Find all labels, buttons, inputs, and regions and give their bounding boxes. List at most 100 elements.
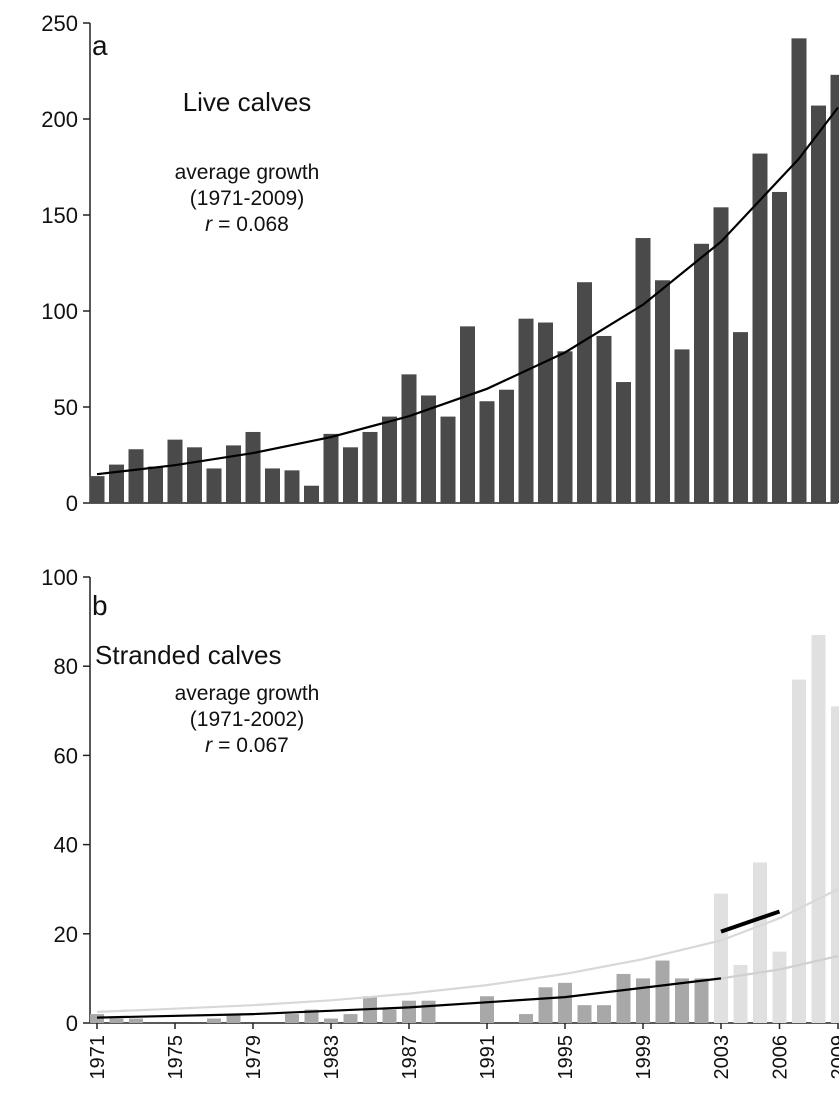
bar: [792, 679, 806, 1023]
bar: [460, 326, 475, 503]
bar: [791, 38, 807, 504]
bar: [324, 1018, 338, 1023]
x-tick-label: 1979: [243, 1035, 265, 1080]
bar: [304, 1009, 319, 1023]
bar: [830, 74, 839, 503]
fit-line: [96, 106, 839, 476]
bar: [811, 105, 826, 503]
bar: [207, 1018, 221, 1023]
annotation-stat: r = 0.068: [205, 213, 289, 236]
bar: [596, 335, 612, 503]
annotation: (1971-2009): [190, 187, 304, 210]
bar: [713, 207, 729, 503]
bar: [635, 238, 651, 504]
y-tick-label: 250: [41, 11, 78, 36]
y-tick-label: 150: [41, 203, 78, 228]
x-tick-label: 1975: [165, 1035, 187, 1080]
fit-line: [720, 909, 781, 934]
bar: [440, 416, 456, 503]
bar: [382, 1009, 397, 1023]
bar: [90, 1014, 104, 1023]
bar: [694, 978, 709, 1023]
y-tick-label: 100: [41, 299, 78, 324]
annotation: (1971-2002): [190, 708, 304, 731]
bar: [187, 447, 202, 503]
fit-line: [96, 888, 839, 1013]
bar: [753, 862, 767, 1023]
fit-line: [720, 955, 839, 980]
panel-label: a: [92, 30, 108, 61]
bar: [616, 973, 631, 1023]
bar: [421, 1000, 436, 1023]
y-tick-label: 50: [54, 395, 78, 420]
bar: [597, 1005, 611, 1023]
bar: [616, 382, 631, 503]
bar: [538, 322, 553, 503]
y-tick-label: 40: [54, 833, 78, 858]
stat-text: = 0.068: [218, 213, 289, 236]
stat-symbol: r: [205, 213, 213, 236]
bar: [714, 893, 728, 1023]
panel-label: b: [92, 590, 108, 621]
bar: [636, 978, 650, 1023]
bar: [519, 1014, 533, 1023]
stat-symbol: r: [205, 734, 213, 757]
bar: [323, 433, 339, 503]
bar: [479, 401, 495, 503]
bar: [694, 243, 709, 504]
bar: [382, 416, 397, 503]
x-tick-label: 1991: [477, 1035, 499, 1080]
x-tick-label: 1999: [633, 1035, 655, 1080]
bar: [557, 351, 573, 503]
bar: [655, 960, 670, 1023]
x-tick-label: 2003: [711, 1035, 733, 1080]
y-tick-label: 0: [66, 1011, 78, 1036]
bar: [129, 1018, 143, 1023]
bar: [421, 395, 436, 503]
bar: [226, 1014, 241, 1023]
bar: [538, 987, 553, 1023]
stat-text: = 0.067: [218, 734, 289, 757]
annotation: average growth: [175, 682, 320, 705]
y-tick-label: 100: [41, 565, 78, 590]
x-tick-label: 2009: [828, 1035, 839, 1080]
bar: [480, 996, 494, 1023]
bar: [245, 431, 261, 503]
y-tick-label: 200: [41, 107, 78, 132]
bar: [577, 282, 592, 503]
x-tick-label: 2006: [770, 1035, 792, 1080]
bar: [167, 439, 183, 503]
bar: [772, 951, 787, 1023]
bar: [558, 982, 572, 1023]
x-tick-label: 1987: [399, 1035, 421, 1080]
bar: [752, 153, 768, 503]
bar: [674, 349, 690, 503]
bar: [362, 431, 378, 503]
bar: [772, 191, 787, 503]
x-tick-label: 1995: [555, 1035, 577, 1080]
bar: [304, 485, 319, 503]
bar: [128, 449, 144, 503]
annotation-stat: r = 0.067: [205, 734, 289, 757]
bar: [518, 318, 534, 503]
bar: [733, 332, 748, 503]
y-tick-label: 20: [54, 922, 78, 947]
bar: [402, 1000, 416, 1023]
fit-line: [96, 977, 722, 1019]
bar: [109, 1018, 124, 1023]
bar: [285, 1014, 299, 1023]
bar: [499, 389, 514, 503]
bar: [89, 476, 105, 503]
bar: [675, 978, 689, 1023]
y-tick-label: 80: [54, 654, 78, 679]
bar: [265, 468, 280, 503]
annotation: average growth: [175, 161, 320, 184]
y-tick-label: 0: [66, 491, 78, 516]
bar: [577, 1005, 592, 1023]
bar: [401, 374, 417, 503]
bar: [148, 466, 163, 503]
bar: [655, 280, 670, 503]
bar: [109, 464, 124, 503]
chart-title: Stranded calves: [95, 640, 281, 670]
